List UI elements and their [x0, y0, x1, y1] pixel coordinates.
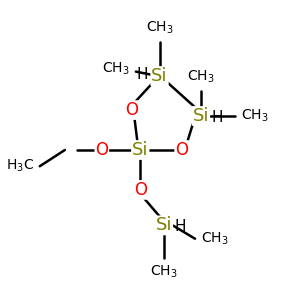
Text: CH$_3$: CH$_3$: [102, 61, 130, 77]
Text: H$_3$C: H$_3$C: [6, 158, 34, 175]
Text: CH$_3$: CH$_3$: [241, 108, 268, 124]
Text: CH$_3$: CH$_3$: [150, 264, 178, 280]
Text: Si: Si: [132, 141, 148, 159]
Text: Si: Si: [151, 67, 168, 85]
Text: O: O: [175, 141, 188, 159]
Text: CH$_3$: CH$_3$: [187, 68, 215, 85]
Text: H: H: [175, 219, 186, 234]
Text: O: O: [95, 141, 108, 159]
Text: O: O: [134, 181, 147, 199]
Text: H: H: [212, 110, 223, 125]
Text: O: O: [125, 101, 138, 119]
Text: H: H: [136, 67, 148, 82]
Text: Si: Si: [156, 216, 172, 234]
Text: Si: Si: [193, 107, 209, 125]
Text: CH$_3$: CH$_3$: [146, 20, 173, 36]
Text: CH$_3$: CH$_3$: [201, 230, 229, 247]
